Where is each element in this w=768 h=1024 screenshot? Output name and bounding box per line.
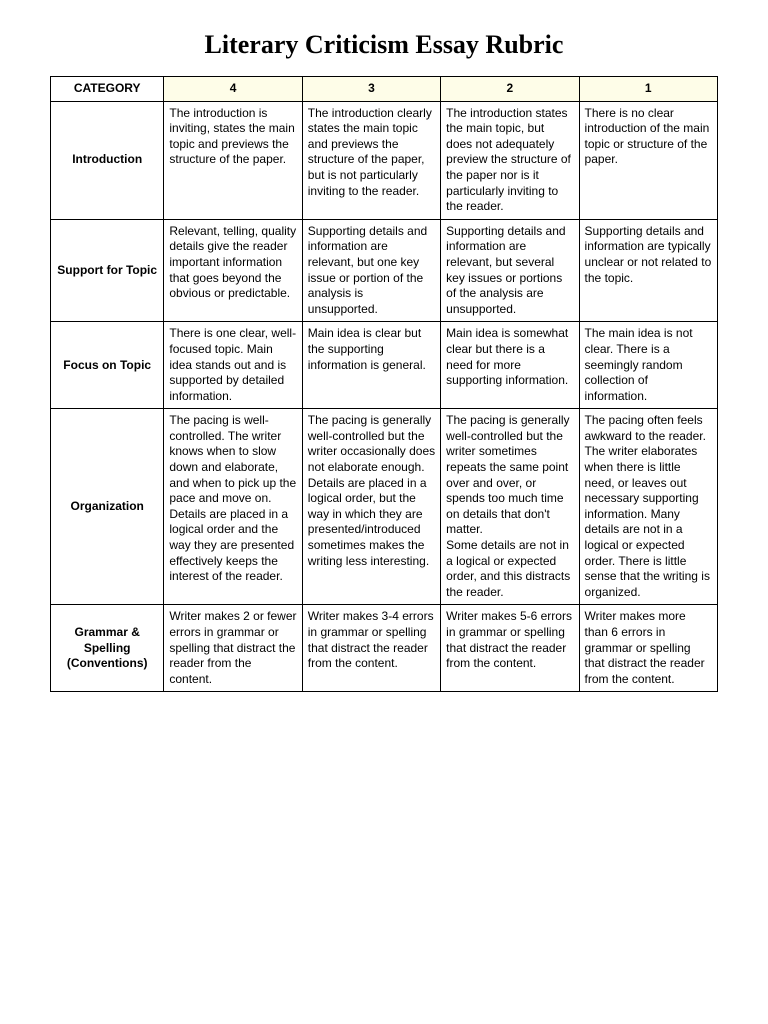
rubric-cell: The pacing is well-controlled. The write…: [164, 409, 302, 605]
header-score-4: 4: [164, 77, 302, 102]
rubric-cell: The pacing often feels awkward to the re…: [579, 409, 717, 605]
rubric-cell: The main idea is not clear. There is a s…: [579, 322, 717, 409]
rubric-cell: Writer makes 2 or fewer errors in gramma…: [164, 605, 302, 692]
rubric-cell: Relevant, telling, quality details give …: [164, 219, 302, 322]
rubric-cell: There is no clear introduction of the ma…: [579, 101, 717, 219]
rubric-cell: Supporting details and information are r…: [441, 219, 579, 322]
rubric-cell: Writer makes 5-6 errors in grammar or sp…: [441, 605, 579, 692]
rubric-cell: Writer makes more than 6 errors in gramm…: [579, 605, 717, 692]
table-header-row: CATEGORY 4 3 2 1: [51, 77, 718, 102]
rubric-cell: There is one clear, well-focused topic. …: [164, 322, 302, 409]
table-row: Focus on TopicThere is one clear, well-f…: [51, 322, 718, 409]
rubric-cell: The pacing is generally well-controlled …: [302, 409, 440, 605]
category-cell: Organization: [51, 409, 164, 605]
category-cell: Introduction: [51, 101, 164, 219]
header-score-3: 3: [302, 77, 440, 102]
header-score-1: 1: [579, 77, 717, 102]
header-score-2: 2: [441, 77, 579, 102]
rubric-cell: The introduction states the main topic, …: [441, 101, 579, 219]
category-cell: Focus on Topic: [51, 322, 164, 409]
rubric-table: CATEGORY 4 3 2 1 IntroductionThe introdu…: [50, 76, 718, 692]
category-cell: Grammar & Spelling (Conventions): [51, 605, 164, 692]
rubric-cell: Supporting details and information are t…: [579, 219, 717, 322]
table-row: Support for TopicRelevant, telling, qual…: [51, 219, 718, 322]
page-title: Literary Criticism Essay Rubric: [50, 30, 718, 60]
rubric-cell: Main idea is clear but the supporting in…: [302, 322, 440, 409]
rubric-cell: The introduction is inviting, states the…: [164, 101, 302, 219]
rubric-cell: Writer makes 3-4 errors in grammar or sp…: [302, 605, 440, 692]
rubric-cell: The pacing is generally well-controlled …: [441, 409, 579, 605]
category-cell: Support for Topic: [51, 219, 164, 322]
table-row: Grammar & Spelling (Conventions)Writer m…: [51, 605, 718, 692]
rubric-cell: Main idea is somewhat clear but there is…: [441, 322, 579, 409]
header-category: CATEGORY: [51, 77, 164, 102]
table-row: OrganizationThe pacing is well-controlle…: [51, 409, 718, 605]
rubric-cell: Supporting details and information are r…: [302, 219, 440, 322]
table-row: IntroductionThe introduction is inviting…: [51, 101, 718, 219]
rubric-cell: The introduction clearly states the main…: [302, 101, 440, 219]
